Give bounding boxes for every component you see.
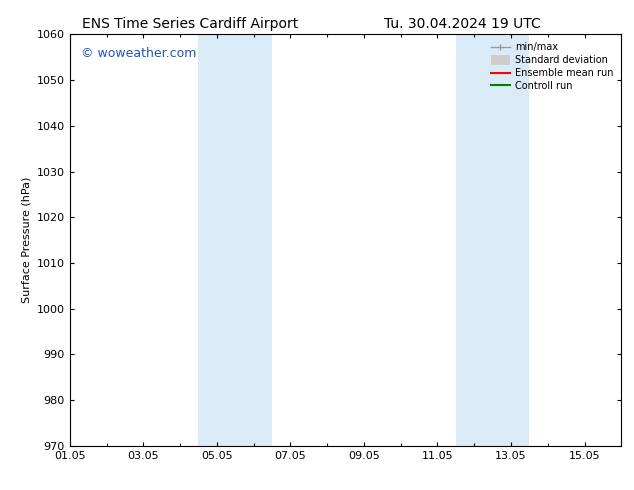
Bar — [456, 34, 529, 446]
Y-axis label: Surface Pressure (hPa): Surface Pressure (hPa) — [21, 177, 31, 303]
Text: Tu. 30.04.2024 19 UTC: Tu. 30.04.2024 19 UTC — [384, 17, 541, 31]
Text: ENS Time Series Cardiff Airport: ENS Time Series Cardiff Airport — [82, 17, 299, 31]
Bar — [198, 34, 272, 446]
Text: © woweather.com: © woweather.com — [81, 47, 196, 60]
Legend: min/max, Standard deviation, Ensemble mean run, Controll run: min/max, Standard deviation, Ensemble me… — [488, 39, 616, 94]
